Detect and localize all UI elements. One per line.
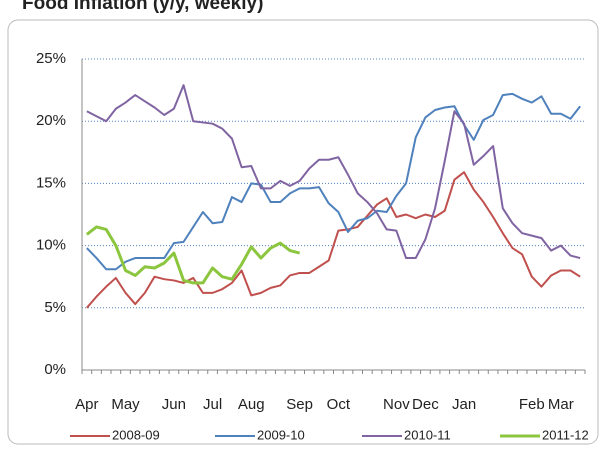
x-tick-label: Oct — [327, 396, 351, 413]
y-tick-label: 20% — [36, 112, 66, 129]
x-tick-label: Dec — [412, 396, 439, 413]
x-tick-label: Jul — [203, 396, 222, 413]
chart-frame — [7, 19, 599, 445]
series-line — [85, 225, 301, 285]
x-tick-label: Aug — [238, 396, 265, 413]
x-tick-label: Apr — [75, 396, 98, 413]
legend-text: 2011-12 — [542, 427, 589, 442]
x-tick-label: Sep — [286, 396, 313, 413]
legend-text: 2009-10 — [257, 427, 305, 442]
x-tick-label: Nov — [383, 396, 410, 413]
chart-title: Food Inflation (y/y, weekly) — [22, 0, 263, 14]
y-tick-label: 0% — [44, 361, 66, 378]
series-line — [86, 84, 581, 260]
x-tick-label: May — [111, 396, 140, 413]
series-line — [86, 171, 581, 309]
x-tick-label: Mar — [548, 396, 574, 413]
y-tick-label: 15% — [36, 174, 66, 191]
x-tick-label: Jan — [452, 396, 476, 413]
x-tick-label: Jun — [162, 396, 186, 413]
y-tick-label: 25% — [36, 50, 66, 67]
y-tick-label: 5% — [44, 299, 66, 316]
legend-text: 2008-09 — [112, 427, 160, 442]
y-tick-label: 10% — [36, 237, 66, 254]
x-tick-label: Feb — [519, 396, 545, 413]
legend-text: 2010-11 — [404, 427, 451, 442]
series-line — [86, 92, 581, 271]
